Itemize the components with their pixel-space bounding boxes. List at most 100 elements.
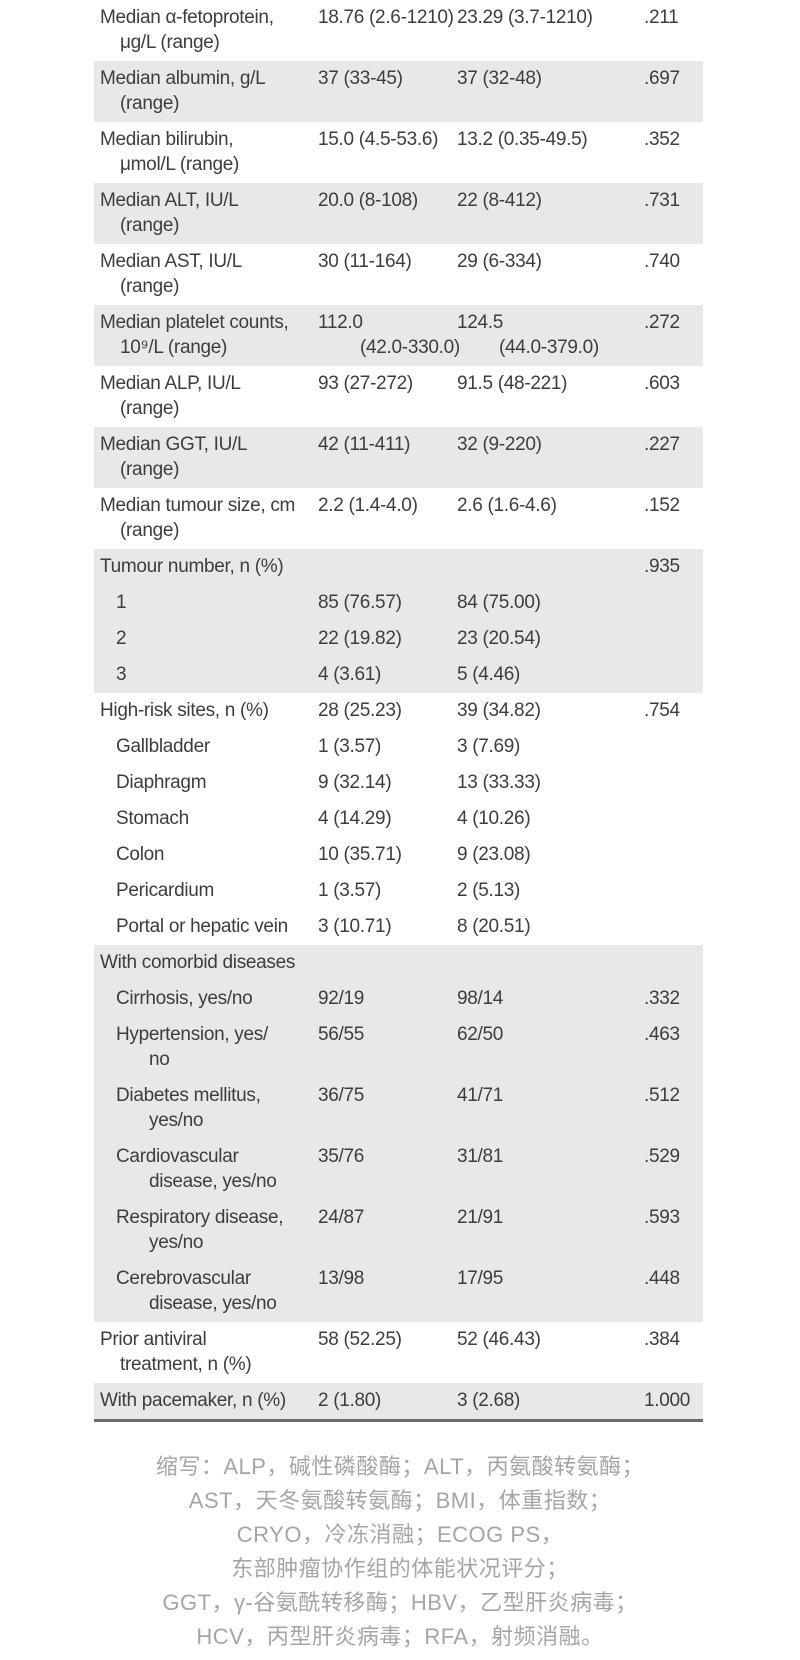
p-value-cell: .529 — [644, 1146, 680, 1167]
p-value-cell: .272 — [644, 312, 680, 333]
p-value-cell: .152 — [644, 495, 680, 516]
footnote-line: AST，天冬氨酸转氨酶；BMI，体重指数； — [188, 1488, 612, 1513]
table-row: With comorbid diseases — [94, 945, 703, 981]
group1-value-cell: 2 (1.80) — [318, 1390, 382, 1411]
group2-value-cell: 17/95 — [457, 1268, 504, 1289]
p-value-cell — [643, 662, 703, 687]
group2-value-cell: 21/91 — [457, 1207, 504, 1228]
row-label: Median tumour size, cm (range) — [100, 495, 296, 541]
group1-value-cell: 93 (27-272) — [318, 373, 413, 394]
group2-value-cell: 5 (4.46) — [457, 664, 521, 685]
group2-value-cell: 9 (23.08) — [457, 844, 531, 865]
row-label: 2 — [116, 628, 127, 649]
row-label: Portal or hepatic vein — [116, 916, 288, 937]
group2-value-cell: 23 (20.54) — [457, 628, 541, 649]
table-row: Median ALP, IU/L (range) 93 (27-272) 91.5 … — [94, 366, 703, 427]
table-row: 2 22 (19.82) 23 (20.54) — [94, 621, 703, 657]
row-label: Stomach — [116, 808, 189, 829]
group2-value-cell: 32 (9-220) — [457, 434, 542, 455]
group1-value-cell: 24/87 — [318, 1207, 365, 1228]
p-value-cell: .352 — [644, 129, 680, 150]
p-value-cell: 1.000 — [644, 1390, 691, 1411]
group1-value-cell: 9 (32.14) — [318, 772, 392, 793]
group2-value-cell: 29 (6-334) — [457, 251, 542, 272]
row-label: Median platelet counts, 10⁹/L (range) — [100, 312, 289, 358]
group2-value-cell: 8 (20.51) — [457, 916, 531, 937]
row-label: Pericardium — [116, 880, 215, 901]
group1-value-cell — [317, 554, 456, 579]
group1-value-cell: 28 (25.23) — [318, 700, 402, 721]
group1-value-cell: 13/98 — [318, 1268, 365, 1289]
group2-value-cell: 13 (33.33) — [457, 772, 541, 793]
row-label: Median bilirubin, μmol/L (range) — [100, 129, 240, 175]
group2-value-cell: 4 (10.26) — [457, 808, 531, 829]
table-row: Median ALT, IU/L (range) 20.0 (8-108) 22 (… — [94, 183, 703, 244]
group1-value-cell: 20.0 (8-108) — [318, 190, 418, 211]
table-row: 3 4 (3.61) 5 (4.46) — [94, 657, 703, 693]
group1-value-cell: 92/19 — [318, 988, 365, 1009]
group1-value-cell: 10 (35.71) — [318, 844, 402, 865]
row-label: Cirrhosis, yes/no — [116, 988, 253, 1009]
footnote-line: GGT，γ-谷氨酰转移酶；HBV，乙型肝炎病毒； — [162, 1590, 638, 1615]
p-value-cell — [643, 734, 703, 759]
group2-value-cell — [456, 950, 643, 975]
group1-value-cell: 30 (11-164) — [318, 251, 412, 272]
p-value-cell — [643, 626, 703, 651]
table-row: Cirrhosis, yes/no 92/19 98/14 .332 — [94, 981, 703, 1017]
group1-value-cell: 85 (76.57) — [318, 592, 402, 613]
table-row: Prior antiviral treatment, n (%) 58 (52.2… — [94, 1322, 703, 1383]
group1-value-cell: 4 (3.61) — [318, 664, 382, 685]
p-value-cell: .603 — [644, 373, 680, 394]
group1-value-cell: 1 (3.57) — [318, 880, 382, 901]
group2-value-cell: 13.2 (0.35-49.5) — [457, 129, 588, 150]
p-value-cell: .227 — [644, 434, 680, 455]
p-value-cell — [643, 590, 703, 615]
table-row: Gallbladder 1 (3.57) 3 (7.69) — [94, 729, 703, 765]
p-value-cell — [643, 878, 703, 903]
group1-value-cell: 37 (33-45) — [318, 68, 403, 89]
table-row: Median tumour size, cm (range) 2.2 (1.4-4… — [94, 488, 703, 549]
row-label: Respiratory disease, yes/no — [116, 1207, 284, 1253]
row-label: Median ALT, IU/L (range) — [100, 190, 239, 236]
group2-value-cell: 52 (46.43) — [457, 1329, 541, 1350]
group2-value-cell: 98/14 — [457, 988, 504, 1009]
table-row: Colon 10 (35.71) 9 (23.08) — [94, 837, 703, 873]
row-label: 1 — [116, 592, 127, 613]
p-value-cell — [643, 770, 703, 795]
group1-value-cell: 2.2 (1.4-4.0) — [318, 495, 418, 516]
p-value-cell — [643, 914, 703, 939]
group1-value-cell: 35/76 — [318, 1146, 365, 1167]
group2-value-cell: 2.6 (1.6-4.6) — [457, 495, 557, 516]
p-value-cell — [643, 842, 703, 867]
group1-value-cell: 58 (52.25) — [318, 1329, 402, 1350]
footnote-line: CRYO，冷冻消融；ECOG PS， — [236, 1522, 564, 1547]
row-label: Colon — [116, 844, 165, 865]
footnote-line: HCV，丙型肝炎病毒；RFA，射频消融。 — [196, 1624, 604, 1649]
p-value-cell: .211 — [644, 7, 679, 28]
p-value-cell: .740 — [644, 251, 680, 272]
group2-value-cell: 3 (2.68) — [457, 1390, 521, 1411]
group1-value-cell — [317, 950, 456, 975]
table-row: Respiratory disease, yes/no 24/87 21/91 .59… — [94, 1200, 703, 1261]
group2-value-cell: 41/71 — [457, 1085, 504, 1106]
table-row: Median α-fetoprotein, μg/L (range) 18.76 … — [94, 0, 703, 61]
table-row: Cerebrovascular disease, yes/no 13/98 17/9… — [94, 1261, 703, 1322]
group2-value-cell: 39 (34.82) — [457, 700, 541, 721]
abbreviations-footnote: 缩写：ALP，碱性磷酸酶；ALT，丙氨酸转氨酶； AST，天冬氨酸转氨酶；BMI，… — [0, 1450, 800, 1654]
table-row: Diabetes mellitus, yes/no 36/75 41/71 .512 — [94, 1078, 703, 1139]
group2-value-cell: 22 (8-412) — [457, 190, 542, 211]
table-row: 1 85 (76.57) 84 (75.00) — [94, 585, 703, 621]
group1-value-cell: 22 (19.82) — [318, 628, 402, 649]
table-row: Median GGT, IU/L (range) 42 (11-411) 32 (9… — [94, 427, 703, 488]
row-label: Median AST, IU/L (range) — [100, 251, 242, 297]
row-label: With pacemaker, n (%) — [100, 1390, 286, 1411]
row-label: Cardiovascular disease, yes/no — [116, 1146, 277, 1192]
group2-value-cell: 84 (75.00) — [457, 592, 541, 613]
p-value-cell: .697 — [644, 68, 680, 89]
group1-value-cell: 4 (14.29) — [318, 808, 392, 829]
table-row: High-risk sites, n (%) 28 (25.23) 39 (34.8… — [94, 693, 703, 729]
table-row: Stomach 4 (14.29) 4 (10.26) — [94, 801, 703, 837]
row-label: Median ALP, IU/L (range) — [100, 373, 241, 419]
group1-value-cell: 1 (3.57) — [318, 736, 382, 757]
row-label: Diabetes mellitus, yes/no — [116, 1085, 261, 1131]
